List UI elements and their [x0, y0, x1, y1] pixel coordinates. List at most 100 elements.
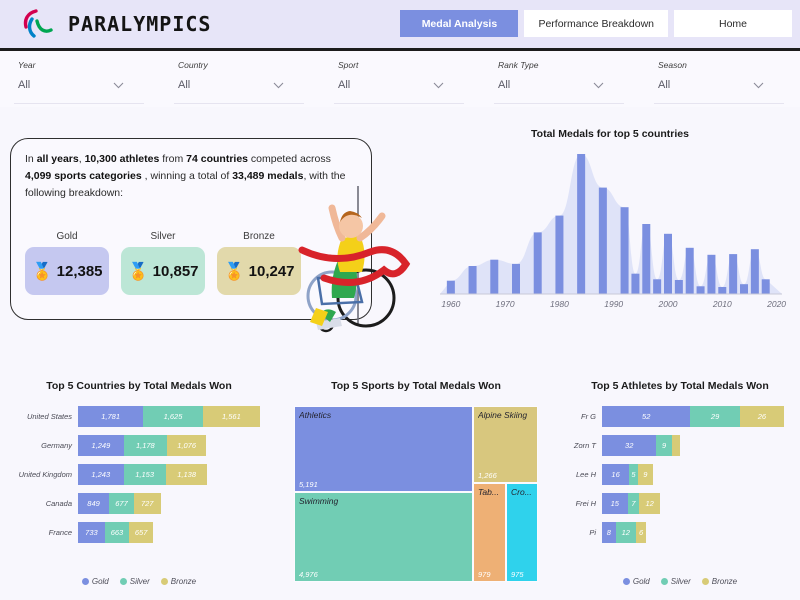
bar-segment-gold[interactable]: 1,249	[78, 435, 124, 456]
medal-icon: 🏅	[223, 261, 245, 281]
bar-segment-bronze[interactable]: 1,076	[166, 435, 207, 456]
bar-segment-silver[interactable]: 5	[629, 464, 638, 485]
bar-segment-gold[interactable]: 1,781	[78, 406, 144, 427]
histogram-bar[interactable]	[696, 286, 705, 294]
histogram-bar[interactable]	[620, 207, 629, 294]
bar-segment-silver[interactable]: 1,153	[123, 464, 166, 485]
treemap-cell-label: Alpine Skiing	[478, 410, 528, 420]
bar-segment-bronze[interactable]: 12	[639, 493, 660, 514]
bar-segment-gold[interactable]: 15	[602, 493, 628, 514]
histogram-bar[interactable]	[533, 232, 542, 294]
bar-segment-gold[interactable]: 1,243	[78, 464, 124, 485]
histogram-title: Total Medals for top 5 countries	[531, 128, 689, 140]
filter-rank-type[interactable]: Rank Type All	[480, 51, 640, 107]
histogram-bar[interactable]	[512, 263, 520, 294]
histogram-bar[interactable]	[674, 280, 683, 294]
nav-performance-breakdown[interactable]: Performance Breakdown	[524, 10, 668, 37]
histogram-bar[interactable]	[598, 187, 607, 294]
table-row: Pi 8 12 6	[562, 522, 798, 543]
bar-segment-silver[interactable]: 9	[656, 435, 672, 456]
medal-card-gold: Gold 🏅 12,385	[25, 231, 109, 295]
nav-home[interactable]: Home	[674, 10, 792, 37]
bar-segment-silver[interactable]: 677	[109, 493, 134, 514]
bar-segment-gold[interactable]: 52	[602, 406, 691, 427]
legend-label-bronze: Bronze	[170, 577, 197, 586]
summary-categories: 4,099 sports categories	[25, 170, 142, 182]
bar-segment-bronze[interactable]: 6	[636, 522, 647, 543]
histogram-plot: 1960 1970 1980 1990 2000 2010 2020	[440, 154, 786, 309]
histogram-bar[interactable]	[555, 215, 564, 294]
filter-season[interactable]: Season All	[640, 51, 800, 107]
bar-segment-silver[interactable]: 1,625	[143, 406, 203, 427]
treemap-cell-label: Swimming	[299, 496, 339, 506]
top-5-athletes-panel: Top 5 Athletes by Total Medals Won Fr G 5…	[562, 380, 798, 592]
filter-country[interactable]: Country All	[160, 51, 320, 107]
bar-segment-bronze[interactable]: 727	[133, 493, 161, 514]
legend-item-silver: Silver	[119, 577, 150, 586]
treemap-cell[interactable]: Tab... 979	[473, 483, 506, 582]
treemap-cell[interactable]: Cro... 975	[506, 483, 538, 582]
histogram-bar[interactable]	[707, 254, 716, 294]
histogram-bar[interactable]	[750, 249, 759, 294]
bar-segment-silver[interactable]: 1,178	[123, 435, 167, 456]
countries-legend: Gold Silver Bronze	[8, 577, 270, 586]
bar-segment-silver[interactable]: 7	[627, 493, 640, 514]
histogram-bar[interactable]	[490, 259, 499, 294]
bar-segment-bronze[interactable]: 26	[739, 406, 784, 427]
chevron-down-icon[interactable]	[113, 82, 124, 89]
histogram-bar[interactable]	[718, 287, 727, 294]
paralympic-agitos-icon	[23, 9, 53, 38]
bar-segment-silver[interactable]: 12	[615, 522, 636, 543]
medal-card-bronze: Bronze 🏅 10,247	[217, 231, 301, 295]
legend-swatch-silver	[660, 578, 668, 585]
bar-segment-gold[interactable]: 32	[602, 435, 657, 456]
legend-label-silver: Silver	[670, 577, 691, 586]
histogram-density-area	[440, 154, 782, 294]
chevron-down-icon[interactable]	[433, 82, 444, 89]
filter-country-value: All	[178, 79, 191, 91]
histogram-bar[interactable]	[446, 280, 455, 294]
legend-swatch-gold	[622, 578, 630, 585]
table-row: Fr G 52 29 26	[562, 406, 798, 427]
bar-segment-gold[interactable]: 733	[78, 522, 105, 543]
table-row: Zorn T 32 9	[562, 435, 798, 456]
chevron-down-icon[interactable]	[753, 82, 764, 89]
chevron-down-icon[interactable]	[273, 82, 284, 89]
histogram-bar[interactable]	[740, 284, 748, 294]
bar-segment-silver[interactable]: 663	[104, 522, 130, 543]
bar-category-label: Pi	[589, 528, 596, 537]
histogram-bar[interactable]	[761, 279, 770, 294]
legend-item-bronze: Bronze	[160, 577, 197, 586]
bar-segment-bronze[interactable]: 1,138	[165, 464, 208, 485]
bar-segment-bronze[interactable]: 1,561	[202, 406, 260, 427]
histogram-bar[interactable]	[642, 224, 651, 294]
bar-segment-gold[interactable]: 8	[602, 522, 616, 543]
treemap-cell[interactable]: Swimming 4,976	[294, 492, 473, 582]
bar-segment-silver[interactable]: 29	[690, 406, 740, 427]
treemap-cell[interactable]: Athletics 5,191	[294, 406, 473, 492]
bar-segment-gold[interactable]: 849	[78, 493, 110, 514]
bar-category-label: Frei H	[575, 499, 596, 508]
bar-segment-bronze[interactable]: 9	[637, 464, 653, 485]
treemap-cell[interactable]: Alpine Skiing 1,266	[473, 406, 538, 483]
histogram-x-tick: 2020	[766, 299, 786, 309]
bar-segment-bronze[interactable]	[671, 435, 681, 456]
bar-segment-gold[interactable]: 16	[602, 464, 630, 485]
histogram-bar[interactable]	[685, 247, 694, 294]
histogram-bar[interactable]	[664, 233, 672, 294]
histogram-bar[interactable]	[653, 279, 662, 294]
filter-year-value: All	[18, 79, 31, 91]
filter-year[interactable]: Year All	[0, 51, 160, 107]
nav-medal-analysis[interactable]: Medal Analysis	[400, 10, 519, 37]
chevron-down-icon[interactable]	[593, 82, 604, 89]
histogram-bar[interactable]	[729, 254, 738, 294]
filter-sport[interactable]: Sport All	[320, 51, 480, 107]
histogram-bar[interactable]	[577, 154, 586, 294]
histogram-bar[interactable]	[631, 273, 640, 294]
filter-underline	[334, 103, 464, 104]
bar-segment-bronze[interactable]: 657	[129, 522, 154, 543]
histogram-bar[interactable]	[468, 266, 477, 294]
stacked-bar: 849 677 727	[78, 493, 161, 514]
summary-t6: , with the following breakdown:	[25, 170, 346, 199]
histogram-x-tick: 1970	[496, 299, 515, 309]
